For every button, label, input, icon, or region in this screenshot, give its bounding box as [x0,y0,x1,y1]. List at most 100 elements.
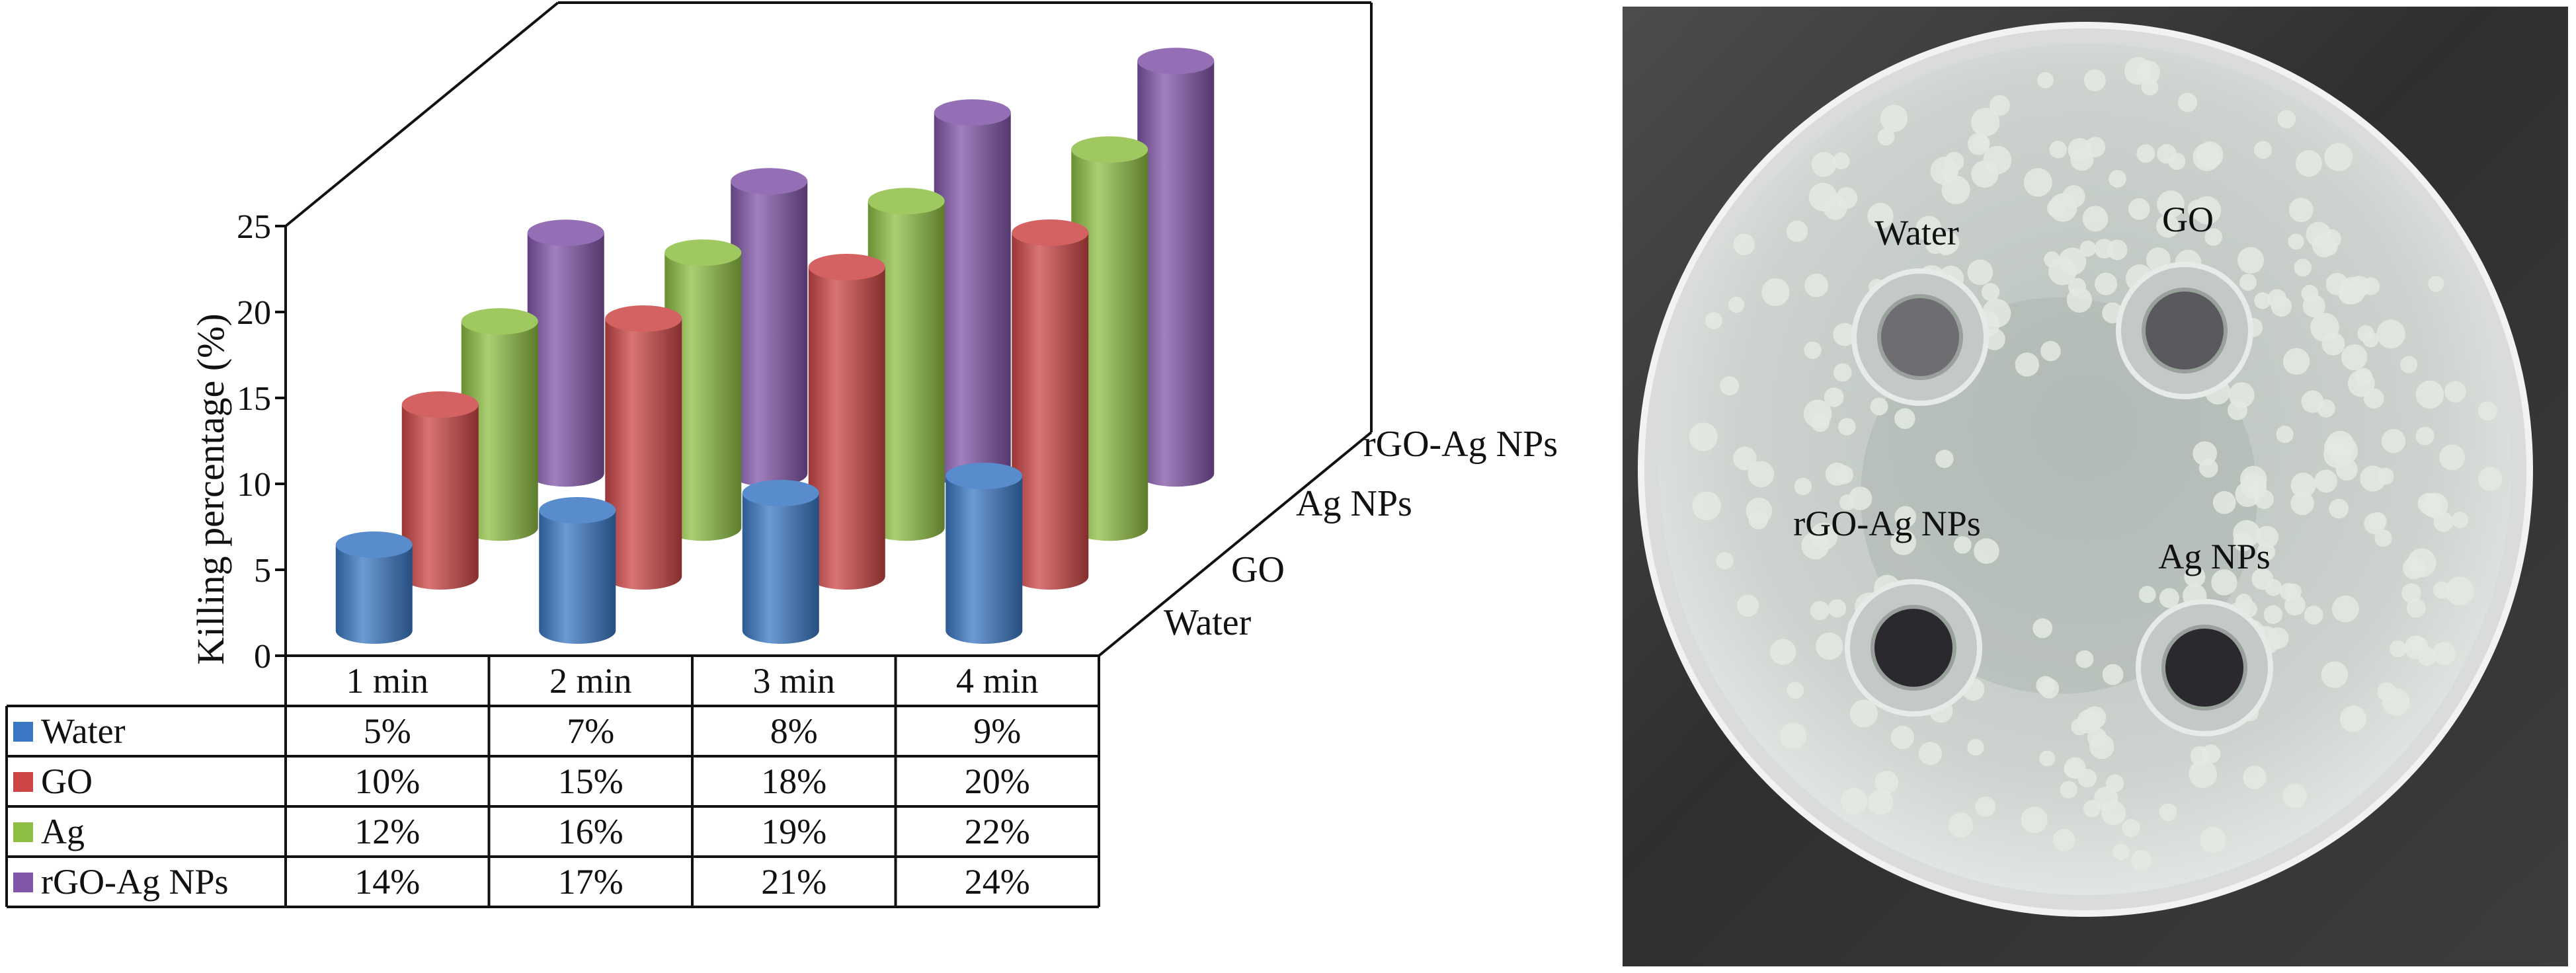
y-tick-label: 0 [254,638,271,676]
colony [1967,738,1984,756]
colony [1705,312,1722,330]
colony [2478,467,2503,491]
colony [2159,803,2177,821]
colony [1825,462,1849,486]
colony [2235,594,2253,611]
colony [2332,595,2359,623]
legend-label: rGO-Ag NPs [41,862,229,902]
colony [1975,797,1996,817]
well [1845,579,1982,717]
colony [2200,827,2226,853]
table-cell: 10% [354,761,420,801]
colony [1689,422,1718,451]
y-axis: 0 5 10 15 20 25 [237,208,286,676]
colony [2157,190,2185,218]
colony [1894,506,1916,528]
colony [1828,599,1847,618]
colony [2082,206,2109,232]
colony [2083,69,2106,91]
colony [1804,341,1822,359]
colony [2317,399,2335,418]
table-header-cell: 4 min [956,661,1039,701]
colony [1981,283,2000,301]
colony [2400,356,2418,373]
colony [2039,750,2056,767]
colony [1967,259,1993,286]
colony [2288,233,2304,250]
colony [2433,512,2454,532]
colony [2156,214,2179,238]
table-cell: 5% [364,711,411,751]
colony [2290,473,2316,498]
colony [1877,128,1895,146]
colony [2064,760,2082,778]
bar-top [401,391,479,418]
colony [1761,278,1790,307]
colony [2168,153,2186,171]
well [1851,268,1989,406]
colony [2083,800,2101,818]
colony [2049,140,2067,159]
bar-body [1137,61,1215,487]
colony [2193,143,2221,171]
petri-dish-photo: Water GO rGO-Ag NPs Ag NPs [1623,7,2568,966]
colony [2439,444,2466,471]
colony [2428,276,2444,292]
colony [2048,193,2077,222]
colony [2314,469,2338,493]
colony [2445,576,2474,605]
bar-top [867,188,945,215]
bar-Ag-3 min [867,188,945,541]
depth-label: rGO-Ag NPs [1363,424,1558,465]
colony [2122,819,2140,837]
colony [2403,557,2425,580]
colony [2141,78,2159,96]
colony [1746,497,1773,524]
table-cell: 14% [354,862,420,902]
colony [2339,705,2366,732]
colony [2237,247,2265,274]
colony [1841,788,1868,815]
colony [1692,491,1721,521]
colony [2433,581,2451,599]
colony [2256,525,2278,549]
colony [2294,258,2312,277]
well-hole [2142,288,2228,373]
colony [2282,348,2310,375]
depth-label: Water [1164,602,1252,643]
y-tick-label: 20 [237,294,271,332]
colony [2368,512,2387,530]
colony [1967,133,1990,155]
colony [2189,759,2217,789]
frame-top-left-edge [284,1,559,227]
table-cell: 19% [761,812,826,851]
y-tick-label: 5 [254,552,271,590]
colony [1832,152,1850,170]
bar-top [1071,136,1148,163]
colony [1811,151,1837,177]
colony [2433,641,2456,665]
colony [1786,220,1808,242]
colony [2321,661,2349,688]
colony [1733,446,1757,471]
colony [2211,569,2237,596]
colony [2312,233,2337,258]
well-label: Ag NPs [2158,537,2271,576]
bar-top [664,239,742,266]
colony [2304,605,2323,625]
bar-body [946,476,1023,644]
table-cell: 12% [354,812,420,851]
colony [1890,726,1914,750]
bar-top [539,497,616,524]
colony [2381,429,2406,453]
colony [1874,771,1898,795]
bar-top [1137,48,1215,75]
legend-label: Water [41,711,126,751]
colony [2109,170,2126,188]
colony [2239,465,2267,493]
well [2116,262,2253,399]
colony [1849,699,1878,728]
colony [1810,522,1838,551]
bar-rGO-Ag NPs-3 min [934,99,1011,487]
table-cell: 21% [761,862,826,902]
